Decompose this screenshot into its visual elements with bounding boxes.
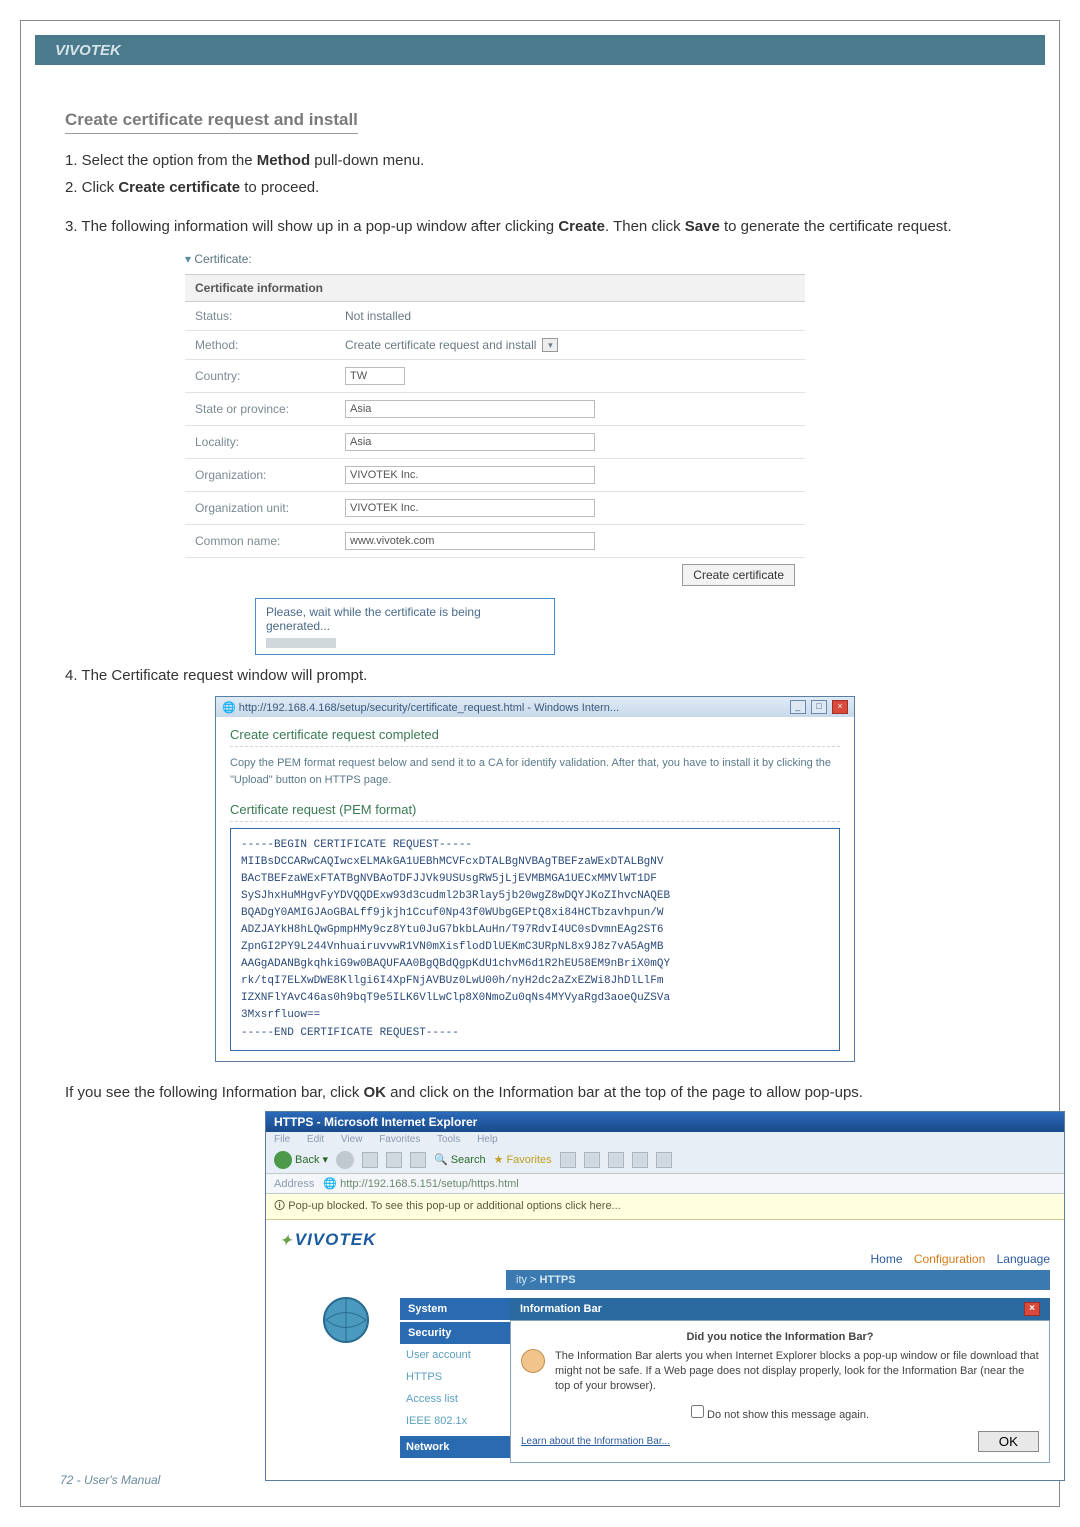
country-label: Country: <box>195 369 345 383</box>
create-certificate-button[interactable]: Create certificate <box>682 564 795 586</box>
top-nav[interactable]: Home Configuration Language <box>863 1252 1050 1266</box>
wait-dialog: Please, wait while the certificate is be… <box>255 598 555 655</box>
ie-toolbar[interactable]: Back ▾ 🔍 Search ★ Favorites <box>266 1147 1064 1174</box>
history-icon[interactable] <box>560 1152 576 1168</box>
ok-button[interactable]: OK <box>978 1431 1039 1452</box>
org-input[interactable] <box>345 466 595 484</box>
sidebar-https[interactable]: HTTPS <box>400 1366 510 1388</box>
infobar-dialog: Did you notice the Information Bar? The … <box>510 1320 1050 1463</box>
discuss-icon[interactable] <box>656 1152 672 1168</box>
favorites-button[interactable]: ★ Favorites <box>494 1153 552 1166</box>
method-dropdown[interactable]: ▾ <box>542 338 558 352</box>
pem-textbox[interactable]: -----BEGIN CERTIFICATE REQUEST----- MIIB… <box>230 828 840 1051</box>
req-window-title: 🌐 http://192.168.4.168/setup/security/ce… <box>222 701 619 714</box>
instruction-3: 3. The following information will show u… <box>65 216 1020 237</box>
nav-home[interactable]: Home <box>871 1252 903 1266</box>
ou-label: Organization unit: <box>195 501 345 515</box>
popup-blocked-bar[interactable]: 🛈 Pop-up blocked. To see this pop-up or … <box>266 1194 1064 1220</box>
req-completed-heading: Create certificate request completed <box>230 727 840 747</box>
locality-input[interactable] <box>345 433 595 451</box>
dont-show-checkbox[interactable] <box>691 1405 704 1418</box>
home-icon[interactable] <box>410 1152 426 1168</box>
minimize-button[interactable]: _ <box>790 700 806 714</box>
ie-titlebar: HTTPS - Microsoft Internet Explorer <box>266 1112 1064 1132</box>
stop-icon[interactable] <box>362 1152 378 1168</box>
infobar-text: The Information Bar alerts you when Inte… <box>555 1349 1039 1395</box>
sidebar-ieee[interactable]: IEEE 802.1x <box>400 1410 510 1432</box>
instruction-5: If you see the following Information bar… <box>65 1082 1020 1103</box>
status-label: Status: <box>195 309 345 323</box>
cn-label: Common name: <box>195 534 345 548</box>
back-button[interactable]: Back ▾ <box>274 1151 328 1169</box>
header-brand: VIVOTEK <box>55 42 121 59</box>
page-footer: 72 - User's Manual <box>60 1473 160 1487</box>
locality-label: Locality: <box>195 435 345 449</box>
sidebar: System Security User account HTTPS Acces… <box>400 1298 510 1463</box>
nav-language[interactable]: Language <box>997 1252 1050 1266</box>
sidebar-access-list[interactable]: Access list <box>400 1388 510 1410</box>
learn-link[interactable]: Learn about the Information Bar... <box>521 1436 670 1447</box>
close-button[interactable]: × <box>832 700 848 714</box>
ie-menubar[interactable]: File Edit View Favorites Tools Help <box>266 1132 1064 1147</box>
cert-header: Certificate: <box>194 252 251 266</box>
progress-bar <box>266 638 336 648</box>
print-icon[interactable] <box>608 1152 624 1168</box>
breadcrumb: ity > HTTPS <box>506 1270 1050 1290</box>
ie-window: HTTPS - Microsoft Internet Explorer File… <box>265 1111 1065 1481</box>
refresh-icon[interactable] <box>386 1152 402 1168</box>
infobar-title: Information Bar <box>520 1303 602 1315</box>
wait-message: Please, wait while the certificate is be… <box>266 605 544 633</box>
maximize-button[interactable]: □ <box>811 700 827 714</box>
mail-icon[interactable] <box>584 1152 600 1168</box>
nav-configuration[interactable]: Configuration <box>914 1252 985 1266</box>
edit-icon[interactable] <box>632 1152 648 1168</box>
instruction-2: 2. Click Create certificate to proceed. <box>65 177 1020 198</box>
cert-request-window: 🌐 http://192.168.4.168/setup/security/ce… <box>215 696 855 1062</box>
country-input[interactable] <box>345 367 405 385</box>
info-icon <box>521 1349 545 1373</box>
instruction-4: 4. The Certificate request window will p… <box>65 665 1020 686</box>
req-subheading: Certificate request (PEM format) <box>230 802 840 822</box>
dont-show-label: Do not show this message again. <box>707 1409 869 1421</box>
ou-input[interactable] <box>345 499 595 517</box>
instruction-1: 1. Select the option from the Method pul… <box>65 150 1020 171</box>
org-label: Organization: <box>195 468 345 482</box>
address-bar[interactable]: Address 🌐 http://192.168.5.151/setup/htt… <box>266 1174 1064 1194</box>
state-label: State or province: <box>195 402 345 416</box>
method-value: Create certificate request and install <box>345 338 536 352</box>
method-label: Method: <box>195 338 345 352</box>
sidebar-network[interactable]: Network <box>400 1436 510 1458</box>
infobar-heading: Did you notice the Information Bar? <box>521 1331 1039 1343</box>
globe-icon <box>316 1290 376 1350</box>
state-input[interactable] <box>345 400 595 418</box>
sidebar-user-account[interactable]: User account <box>400 1344 510 1366</box>
sidebar-system[interactable]: System <box>400 1298 510 1320</box>
sidebar-security[interactable]: Security <box>400 1322 510 1344</box>
cert-info-title: Certificate information <box>185 274 805 302</box>
forward-button[interactable] <box>336 1151 354 1169</box>
search-button[interactable]: 🔍 Search <box>434 1153 486 1166</box>
section-title: Create certificate request and install <box>65 110 358 134</box>
cn-input[interactable] <box>345 532 595 550</box>
certificate-panel: ▾ Certificate: Certificate information S… <box>185 252 805 655</box>
status-value: Not installed <box>345 309 795 323</box>
vivotek-logo: ✦VIVOTEK <box>280 1230 376 1250</box>
infobar-close-button[interactable]: × <box>1024 1302 1040 1316</box>
req-description: Copy the PEM format request below and se… <box>230 755 840 788</box>
